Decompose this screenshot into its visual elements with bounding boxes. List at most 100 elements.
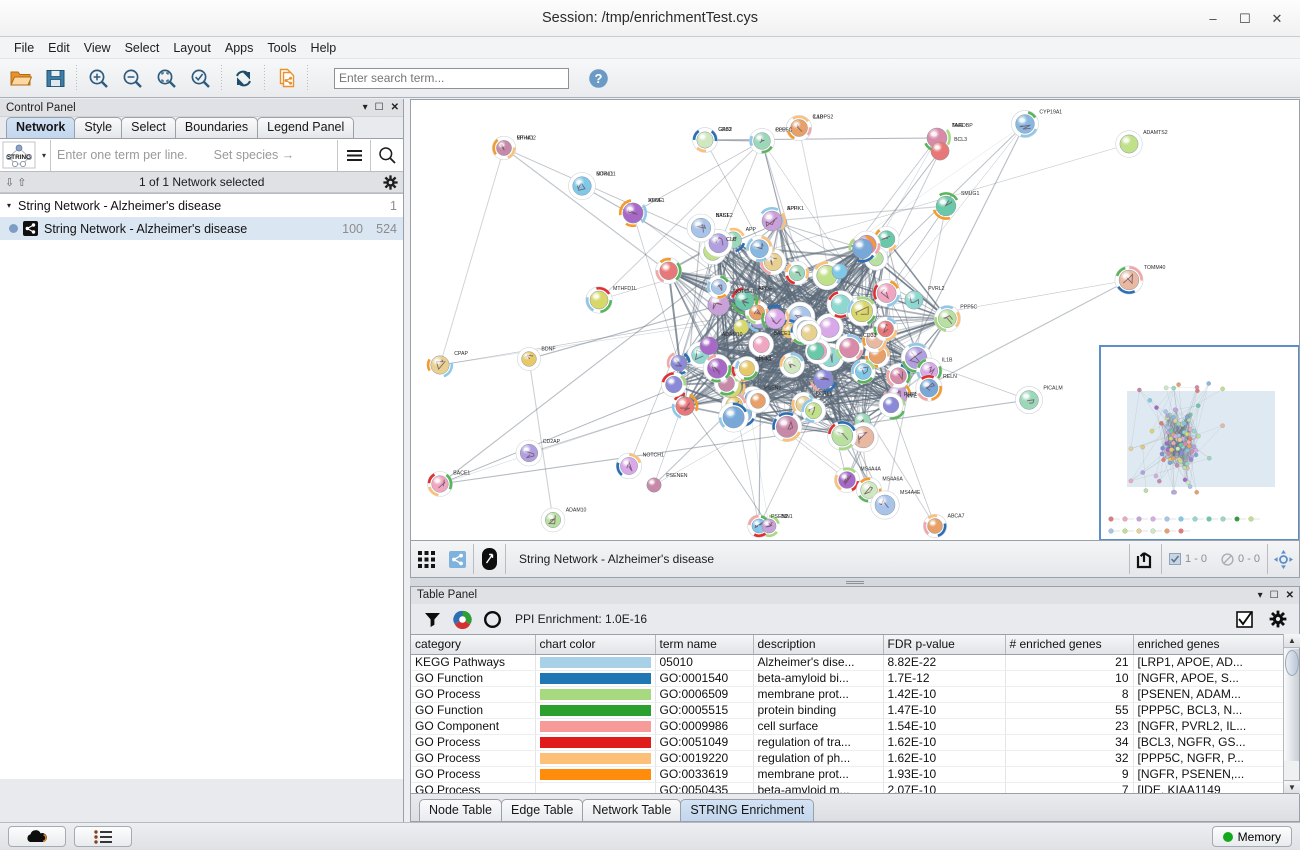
col-enriched-genes[interactable]: enriched genes <box>1133 635 1284 655</box>
chevron-down-icon[interactable]: ▾ <box>362 102 368 113</box>
float-icon[interactable]: ☐ <box>374 102 384 113</box>
svg-text:ADAMTS2: ADAMTS2 <box>1143 130 1168 136</box>
svg-text:PVRL2: PVRL2 <box>928 286 945 292</box>
tab-select[interactable]: Select <box>121 117 176 138</box>
panel-resize-handle[interactable] <box>410 578 1300 586</box>
menu-file[interactable]: File <box>14 40 35 55</box>
table-row[interactable]: KEGG Pathways 05010 Alzheimer's dise... 8.8… <box>411 654 1284 671</box>
close-icon[interactable]: ✕ <box>1271 10 1283 26</box>
cell-genes: [NGFR, PVRL2, IL... <box>1133 718 1284 735</box>
table-row[interactable]: GO Process GO:0019220 regulation of ph... 1… <box>411 750 1284 767</box>
overview-graph <box>1101 347 1298 539</box>
col-fdr-pvalue[interactable]: FDR p-value <box>883 635 1006 655</box>
svg-text:PPP5C: PPP5C <box>960 305 977 311</box>
tab-boundaries[interactable]: Boundaries <box>174 117 259 138</box>
tree-root-row[interactable]: ▾ String Network - Alzheimer's disease 1 <box>0 194 403 217</box>
donut-chart-icon[interactable] <box>477 605 507 633</box>
zoom-fit-icon[interactable] <box>183 62 217 94</box>
col-term-name[interactable]: term name <box>655 635 754 655</box>
table-panel-toolbar: PPI Enrichment: 1.0E-16 <box>411 604 1299 634</box>
svg-text:TARDBP: TARDBP <box>952 123 973 129</box>
maximize-icon[interactable]: ☐ <box>1239 10 1251 26</box>
filter-funnel-icon[interactable] <box>417 605 447 633</box>
tab-edge-table[interactable]: Edge Table <box>501 799 584 821</box>
table-row[interactable]: GO Process GO:0006509 membrane prot... 1.42… <box>411 686 1284 703</box>
pan-tool-icon[interactable] <box>1268 544 1299 574</box>
menu-select[interactable]: Select <box>124 40 160 55</box>
annotation-icon[interactable] <box>474 544 505 574</box>
zoom-in-icon[interactable] <box>81 62 115 94</box>
tab-network[interactable]: Network <box>6 117 76 138</box>
tab-network-table[interactable]: Network Table <box>582 799 682 821</box>
col-enriched-count[interactable]: # enriched genes <box>1005 635 1134 655</box>
species-dropdown-caret-icon[interactable]: ▾ <box>41 150 46 160</box>
scrollbar-track[interactable] <box>1284 649 1299 761</box>
minimize-icon[interactable]: – <box>1209 11 1217 26</box>
tree-child-row[interactable]: String Network - Alzheimer's disease 100… <box>0 217 403 240</box>
chevron-down-icon[interactable]: ▾ <box>1257 590 1263 601</box>
network-graph[interactable]: MT-ND2 MT-ND1 VSNL1 GAB2 NTS1 IL1B CLU APP NME BC… <box>411 100 1299 540</box>
grid-layout-icon[interactable] <box>411 544 442 574</box>
chevron-double-down-icon[interactable]: ⇩ <box>5 176 15 189</box>
menu-layout[interactable]: Layout <box>173 40 211 55</box>
table-row[interactable]: GO Process GO:0050435 beta-amyloid m... 2.0… <box>411 782 1284 794</box>
set-species-hint[interactable]: Set species → <box>213 148 295 162</box>
help-icon[interactable]: ? <box>581 62 615 94</box>
export-network-icon[interactable] <box>269 62 303 94</box>
export-image-icon[interactable] <box>1130 544 1161 574</box>
network-overview-panel[interactable] <box>1099 345 1299 540</box>
table-row[interactable]: GO Process GO:0051049 regulation of tra...… <box>411 734 1284 751</box>
search-input[interactable] <box>334 67 569 89</box>
network-canvas[interactable]: MT-ND2 MT-ND1 VSNL1 GAB2 NTS1 IL1B CLU APP NME BC… <box>410 99 1300 541</box>
enrichment-table-wrapper[interactable]: category chart color term name descripti… <box>411 634 1299 794</box>
open-folder-icon[interactable] <box>4 62 38 94</box>
table-panel-header: Table Panel ▾ ☐ ✕ <box>411 587 1299 604</box>
tab-legend-panel[interactable]: Legend Panel <box>257 117 355 138</box>
zoom-out-icon[interactable] <box>115 62 149 94</box>
share-network-icon[interactable] <box>442 544 473 574</box>
tab-string-enrichment[interactable]: STRING Enrichment <box>680 799 815 821</box>
task-list-icon[interactable] <box>74 826 132 847</box>
search-icon[interactable] <box>370 139 403 171</box>
col-chart-color[interactable]: chart color <box>535 635 656 655</box>
col-description[interactable]: description <box>753 635 884 655</box>
tab-node-table[interactable]: Node Table <box>419 799 503 821</box>
chevron-double-up-icon[interactable]: ⇧ <box>17 176 27 189</box>
float-icon[interactable]: ☐ <box>1269 590 1279 601</box>
hidden-edges-counter[interactable]: 0 - 0 <box>1214 552 1267 566</box>
gear-icon[interactable] <box>1263 605 1293 633</box>
table-row[interactable]: GO Component GO:0009986 cell surface 1.54E-… <box>411 718 1284 735</box>
gear-icon[interactable] <box>377 174 403 190</box>
hamburger-icon[interactable] <box>337 139 370 171</box>
memory-indicator[interactable]: Memory <box>1211 826 1292 847</box>
svg-text:TOMM40: TOMM40 <box>1144 265 1166 271</box>
table-row[interactable]: GO Function GO:0005515 protein binding 1.47… <box>411 702 1284 719</box>
scroll-up-arrow-icon[interactable]: ▲ <box>1284 634 1300 648</box>
chevron-down-icon[interactable]: ▾ <box>6 201 11 210</box>
selected-nodes-counter[interactable]: 1 - 0 <box>1162 553 1214 565</box>
refresh-icon[interactable] <box>226 62 260 94</box>
checkbox-checked-icon[interactable] <box>1229 605 1259 633</box>
save-icon[interactable] <box>38 62 72 94</box>
tab-style[interactable]: Style <box>74 117 123 138</box>
close-icon[interactable]: ✕ <box>1285 590 1294 601</box>
menu-view[interactable]: View <box>83 40 111 55</box>
menu-edit[interactable]: Edit <box>48 40 70 55</box>
cloud-icon[interactable] <box>8 826 66 847</box>
svg-text:BCL3: BCL3 <box>759 356 772 362</box>
table-vertical-scrollbar[interactable]: ▲ ▼ <box>1283 634 1300 794</box>
scrollbar-thumb[interactable] <box>1285 650 1299 676</box>
scroll-down-arrow-icon[interactable]: ▼ <box>1284 780 1300 794</box>
string-term-input[interactable]: Enter one term per line. Set species → <box>50 139 337 171</box>
menu-help[interactable]: Help <box>310 40 337 55</box>
menu-apps[interactable]: Apps <box>224 40 254 55</box>
table-row[interactable]: GO Function GO:0001540 beta-amyloid bi... 1… <box>411 670 1284 687</box>
cell-count: 7 <box>1005 782 1134 794</box>
table-row[interactable]: GO Process GO:0033619 membrane prot... 1.93… <box>411 766 1284 783</box>
menu-tools[interactable]: Tools <box>267 40 297 55</box>
close-icon[interactable]: ✕ <box>390 102 399 113</box>
pie-chart-icon[interactable] <box>447 605 477 633</box>
col-category[interactable]: category <box>411 635 536 655</box>
table-header-row: category chart color term name descripti… <box>411 635 1284 655</box>
zoom-selected-icon[interactable] <box>149 62 183 94</box>
